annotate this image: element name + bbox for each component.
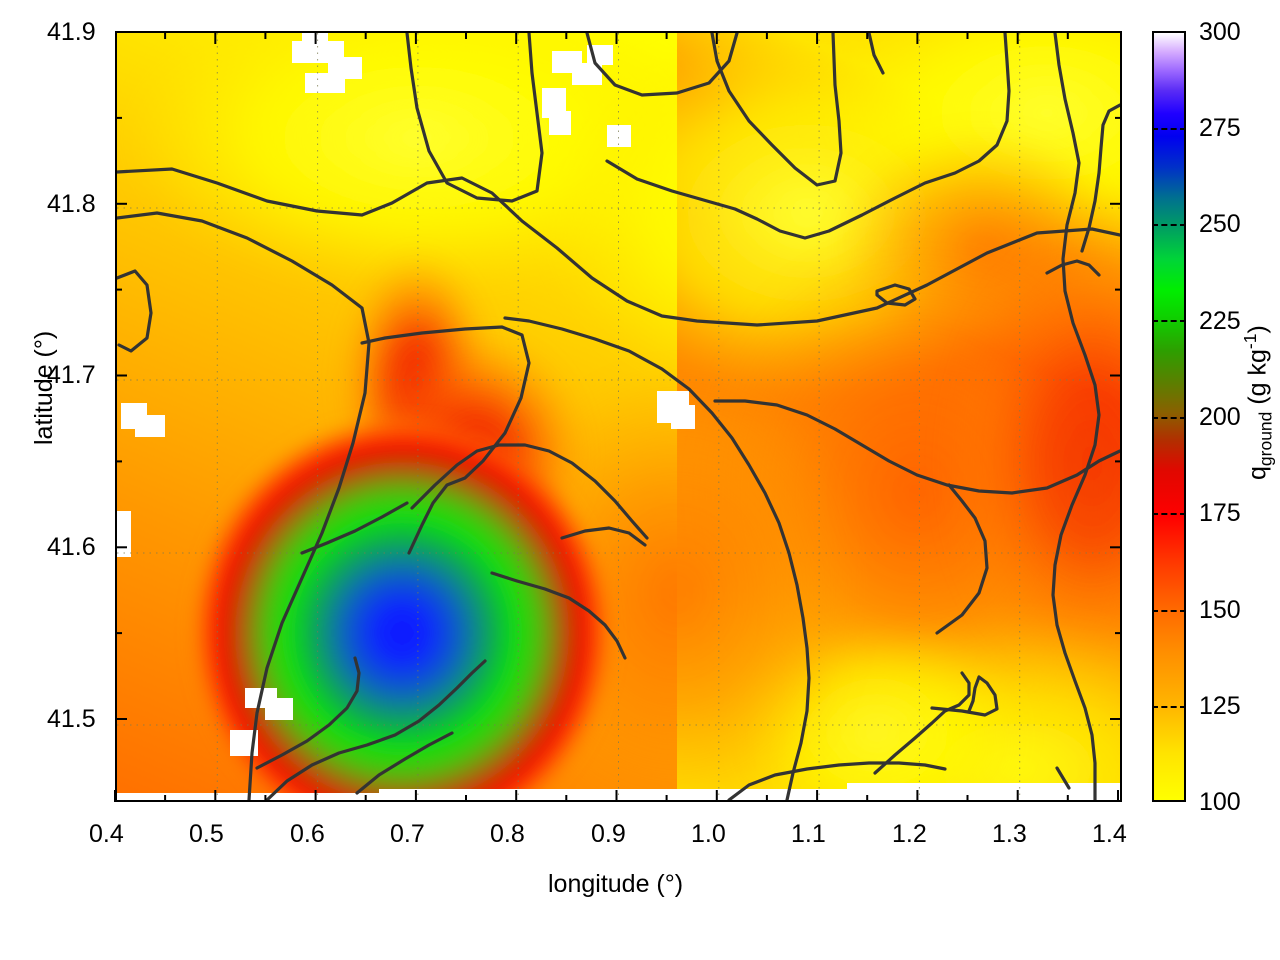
contour-lines bbox=[117, 33, 1120, 800]
x-tick-label: 1.2 bbox=[892, 820, 927, 848]
colorbar-title-close: ) bbox=[1243, 325, 1272, 334]
x-tick-label: 0.5 bbox=[189, 820, 224, 848]
colorbar-tick bbox=[1152, 224, 1186, 226]
colorbar-title-units: (g kg bbox=[1243, 349, 1272, 412]
x-axis-title: longitude (°) bbox=[548, 870, 684, 898]
colorbar-tick-label: 300 bbox=[1199, 18, 1241, 46]
missing-data-patches bbox=[117, 33, 1120, 800]
x-tick-label: 1.3 bbox=[992, 820, 1027, 848]
x-tick-label: 0.7 bbox=[390, 820, 425, 848]
plot-area bbox=[115, 31, 1122, 802]
y-tick-label: 41.6 bbox=[47, 533, 96, 561]
colorbar-axis-title: qground (g kg-1) bbox=[1240, 325, 1276, 480]
colorbar-title-main: q bbox=[1243, 466, 1272, 480]
colorbar-tick-label: 175 bbox=[1199, 499, 1241, 527]
x-tick-label: 1.4 bbox=[1092, 820, 1127, 848]
colorbar-title-sub: ground bbox=[1255, 411, 1276, 467]
y-tick-label: 41.8 bbox=[47, 190, 96, 218]
colorbar-tick-label: 250 bbox=[1199, 210, 1241, 238]
colorbar-tick-label: 275 bbox=[1199, 114, 1241, 142]
colorbar-tick-label: 225 bbox=[1199, 307, 1241, 335]
y-tick-label: 41.7 bbox=[47, 361, 96, 389]
x-tick-label: 0.9 bbox=[591, 820, 626, 848]
heatmap-canvas bbox=[117, 33, 1120, 800]
colorbar-tick-label: 150 bbox=[1199, 596, 1241, 624]
colorbar-tick-label: 125 bbox=[1199, 692, 1241, 720]
colorbar-tick bbox=[1152, 320, 1186, 323]
x-tick-label: 0.4 bbox=[89, 820, 124, 848]
colorbar-gradient bbox=[1154, 33, 1184, 800]
x-tick-label: 1.0 bbox=[691, 820, 726, 848]
colorbar-title-sup: -1 bbox=[1240, 333, 1260, 350]
colorbar-tick-label: 100 bbox=[1199, 788, 1241, 816]
colorbar-tick bbox=[1152, 706, 1186, 708]
colorbar bbox=[1152, 31, 1186, 802]
y-tick-label: 41.5 bbox=[47, 705, 96, 733]
y-axis-title: latitude (°) bbox=[30, 330, 58, 445]
y-tick-label: 41.9 bbox=[47, 18, 96, 46]
colorbar-tick-label: 200 bbox=[1199, 403, 1241, 431]
x-tick-label: 0.8 bbox=[490, 820, 525, 848]
x-tick-label: 0.6 bbox=[290, 820, 325, 848]
colorbar-tick bbox=[1152, 609, 1186, 612]
colorbar-tick bbox=[1152, 127, 1186, 130]
x-tick-label: 1.1 bbox=[791, 820, 826, 848]
plot-gridlines bbox=[117, 33, 1120, 800]
colorbar-tick bbox=[1152, 416, 1186, 419]
colorbar-tick bbox=[1152, 513, 1186, 516]
